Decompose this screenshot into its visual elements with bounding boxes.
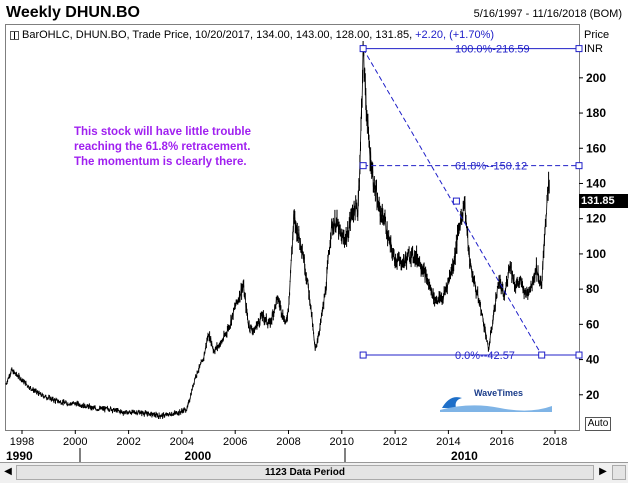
chart-frame[interactable] [5, 24, 580, 431]
decade-label: 2000 [185, 449, 212, 462]
fib-level-handle [575, 351, 583, 359]
legend-change: +2.20, (+1.70%) [415, 29, 495, 41]
y-tick-label: 140 [586, 176, 606, 190]
series-legend: BarOHLC, DHUN.BO, Trade Price, 10/20/201… [10, 29, 494, 41]
y-tick-label: 180 [586, 106, 606, 120]
wavetimes-logo: WaveTimes [440, 388, 552, 412]
fib-anchor-handle [359, 351, 367, 359]
price-series-bars [5, 41, 550, 419]
x-tick-label: 2016 [489, 436, 513, 448]
fib-anchor-handle [359, 162, 367, 170]
scroll-grip-icon[interactable] [612, 465, 626, 480]
wave-icon [440, 397, 552, 412]
scroll-right-arrow-icon[interactable]: ▶ [599, 466, 607, 477]
y-tick-label: 40 [586, 353, 600, 367]
scroll-thumb[interactable]: 1123 Data Period [16, 465, 594, 480]
x-tick-label: 2014 [436, 436, 460, 448]
logo-text: WaveTimes [474, 388, 524, 398]
x-tick-label: 2002 [116, 436, 140, 448]
fib-level-label: 0.0%--42.57 [455, 350, 515, 362]
last-price-tag: 131.85 [579, 194, 628, 208]
fib-level-label: 100.0%-216.59 [455, 44, 530, 56]
annotation-note: This stock will have little trouble reac… [74, 126, 252, 168]
x-tick-label: 2010 [330, 436, 354, 448]
x-tick-label: 2004 [170, 436, 194, 448]
x-tick-label: 1998 [10, 436, 34, 448]
fib-level-label: 61.8%--150.12 [455, 161, 527, 173]
y-axis-label-currency: INR [584, 43, 603, 55]
auto-scale-button[interactable]: Auto [585, 417, 611, 431]
legend-text: BarOHLC, DHUN.BO, Trade Price, 10/20/201… [22, 29, 413, 41]
price-series-line [5, 44, 550, 419]
fib-anchor-handle [452, 197, 460, 205]
date-range: 5/16/1997 - 11/16/2018 (BOM) [473, 8, 622, 20]
chart-title: Weekly DHUN.BO [6, 4, 140, 21]
x-tick-label: 2000 [63, 436, 87, 448]
y-axis-label-price: Price [584, 29, 610, 41]
y-tick-label: 120 [586, 212, 606, 226]
decade-label: 1990 [6, 449, 33, 462]
x-tick-label: 2018 [543, 436, 567, 448]
x-tick-label: 2012 [383, 436, 407, 448]
decade-label: 2010 [451, 449, 478, 462]
fib-level-handle [575, 45, 583, 53]
fib-trend-line [362, 48, 543, 356]
fib-anchor-handle [359, 45, 367, 53]
y-tick-label: 80 [586, 282, 600, 296]
fib-level-handle [575, 162, 583, 170]
y-tick-label: 100 [586, 247, 606, 261]
y-tick-label: 200 [586, 71, 606, 85]
y-tick-label: 20 [586, 388, 600, 402]
x-tick-label: 2006 [223, 436, 247, 448]
x-tick-label: 2008 [276, 436, 300, 448]
fib-anchor-handle [538, 351, 546, 359]
price-chart: 20 40 60 80 100 120 140 160 180 200 1998 2000 2002 20… [5, 41, 606, 462]
y-tick-label: 60 [586, 317, 600, 331]
scroll-left-arrow-icon[interactable]: ◀ [4, 466, 12, 477]
y-tick-label: 160 [586, 141, 606, 155]
bar-ohlc-icon [10, 30, 19, 40]
